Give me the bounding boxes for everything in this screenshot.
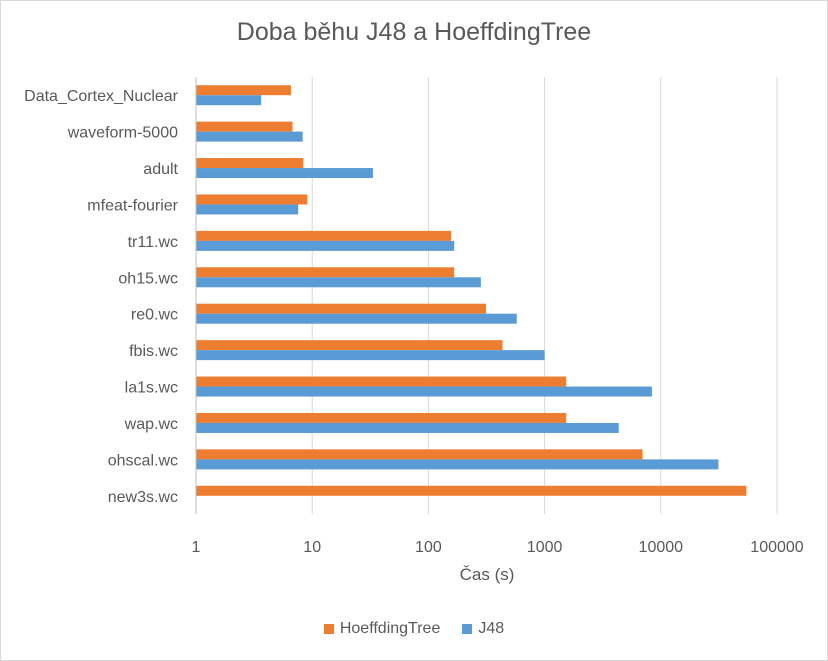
legend-label-hoeffdingtree: HoeffdingTree bbox=[339, 620, 441, 637]
legend-swatch-hoeffdingtree bbox=[323, 624, 334, 634]
x-tick-labels: 1 10 100 1000 10000 100000 bbox=[192, 539, 804, 556]
bar-j48-la1s-wc bbox=[196, 386, 652, 397]
category-label: adult bbox=[143, 161, 178, 178]
category-label: la1s.wc bbox=[125, 380, 178, 397]
bar-j48-tr11-wc bbox=[196, 240, 455, 251]
bar-j48-waveform-5000 bbox=[196, 131, 303, 142]
x-tick-1: 1 bbox=[192, 539, 201, 556]
category-label: wap.wc bbox=[124, 416, 178, 433]
bars bbox=[196, 85, 747, 496]
category-label: mfeat-fourier bbox=[87, 197, 178, 214]
bar-hoeffdingtree-fbis-wc bbox=[196, 340, 503, 351]
bar-j48-data-cortex-nuclear bbox=[196, 95, 262, 106]
bar-hoeffdingtree-waveform-5000 bbox=[196, 121, 293, 132]
category-label: waveform-5000 bbox=[67, 125, 178, 142]
legend-swatch-j48 bbox=[462, 624, 473, 634]
category-label: tr11.wc bbox=[128, 234, 178, 251]
bar-hoeffdingtree-re0-wc bbox=[196, 303, 486, 314]
x-tick-100000: 100000 bbox=[750, 539, 803, 556]
x-tick-10: 10 bbox=[303, 539, 321, 556]
category-label: fbis.wc bbox=[129, 343, 178, 360]
x-tick-100: 100 bbox=[415, 539, 442, 556]
category-label: Data_Cortex_Nuclear bbox=[24, 88, 179, 105]
legend-item-j48: J48 bbox=[462, 620, 504, 638]
x-tick-10000: 10000 bbox=[639, 539, 684, 556]
bar-hoeffdingtree-adult bbox=[196, 158, 304, 169]
legend-label-j48: J48 bbox=[478, 620, 505, 637]
bar-j48-re0-wc bbox=[196, 313, 517, 324]
category-label: re0.wc bbox=[131, 307, 178, 324]
x-tick-1000: 1000 bbox=[527, 539, 563, 556]
bar-hoeffdingtree-new3s-wc bbox=[196, 485, 747, 496]
category-label: new3s.wc bbox=[108, 489, 178, 506]
category-label: oh15.wc bbox=[118, 270, 178, 287]
category-labels: Data_Cortex_Nuclear waveform-5000 adult mfe… bbox=[24, 88, 179, 506]
bar-j48-ohscal-wc bbox=[196, 459, 719, 470]
bar-hoeffdingtree-la1s-wc bbox=[196, 376, 567, 387]
bar-hoeffdingtree-wap-wc bbox=[196, 412, 567, 423]
legend-item-hoeffdingtree: HoeffdingTree bbox=[323, 620, 441, 638]
legend: HoeffdingTree J48 bbox=[0, 620, 828, 638]
bar-j48-adult bbox=[196, 168, 373, 179]
bar-j48-wap-wc bbox=[196, 422, 619, 433]
x-axis-title: Čas (s) bbox=[459, 565, 515, 584]
grid-lines bbox=[311, 77, 778, 514]
bar-hoeffdingtree-data-cortex-nuclear bbox=[196, 85, 291, 96]
bar-j48-mfeat-fourier bbox=[196, 204, 299, 215]
bar-hoeffdingtree-mfeat-fourier bbox=[196, 194, 308, 205]
chart-title: Doba běhu J48 a HoeffdingTree bbox=[236, 18, 592, 46]
bar-hoeffdingtree-oh15-wc bbox=[196, 267, 455, 278]
bar-j48-oh15-wc bbox=[196, 277, 481, 288]
bar-hoeffdingtree-ohscal-wc bbox=[196, 449, 643, 460]
category-label: ohscal.wc bbox=[108, 452, 178, 469]
bar-hoeffdingtree-tr11-wc bbox=[196, 230, 452, 241]
bar-j48-fbis-wc bbox=[196, 350, 545, 361]
